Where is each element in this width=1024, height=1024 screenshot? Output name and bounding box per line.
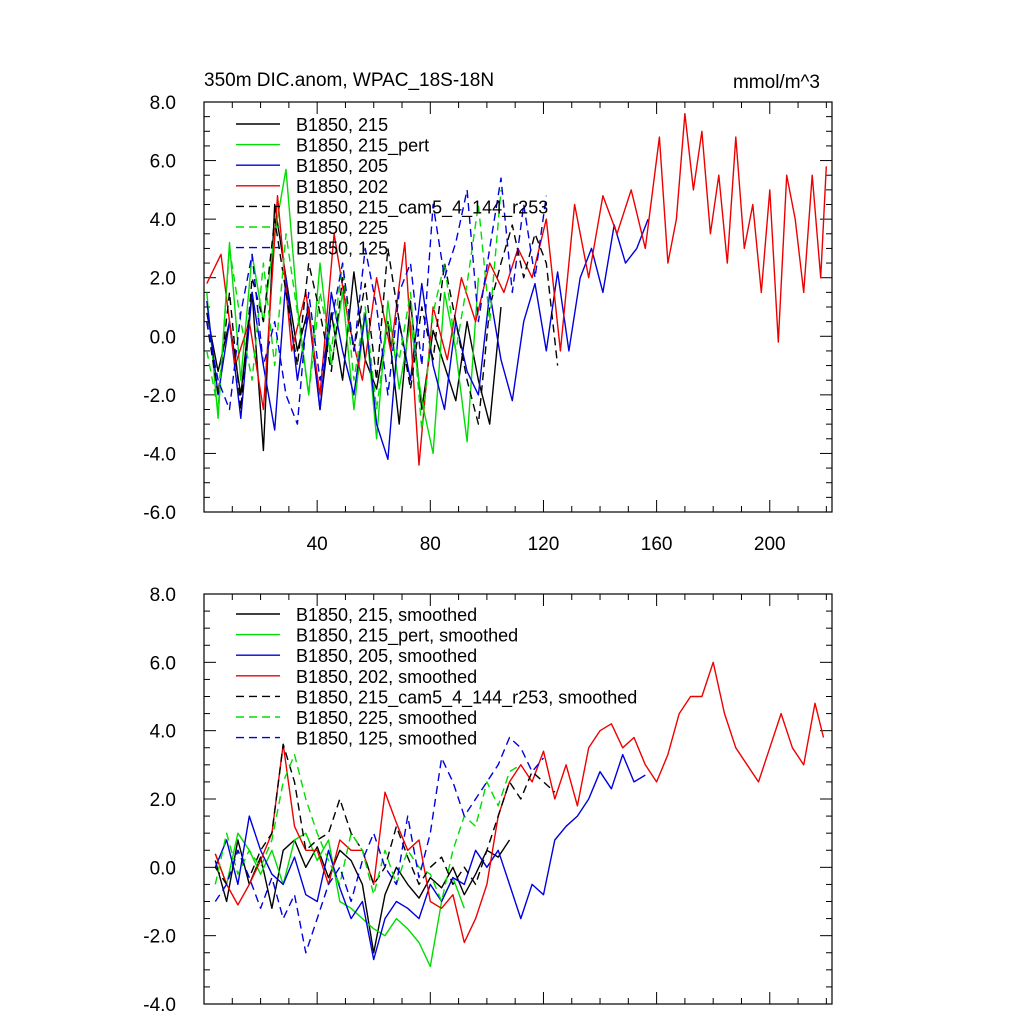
y-tick-label: 0.0 bbox=[150, 858, 176, 879]
y-tick-label: -2.0 bbox=[143, 927, 176, 948]
bottom-series-lines bbox=[214, 661, 825, 968]
bottom-panel: -4.0 -2.0 0.0 2.0 4.0 6.0 8.0 B1850, 215, smoo… bbox=[143, 585, 833, 1016]
series-line-5 bbox=[214, 753, 522, 903]
series-line-4 bbox=[214, 743, 556, 886]
y-tick-label: 8.0 bbox=[150, 585, 176, 606]
y-tick-label: 4.0 bbox=[150, 210, 176, 231]
legend-label: B1850, 215_pert bbox=[296, 136, 429, 157]
series-line-3 bbox=[206, 112, 827, 466]
series-line-5 bbox=[206, 189, 502, 431]
legend-label: B1850, 215_cam5_4_144_r253 bbox=[296, 197, 548, 218]
x-tick-label: 80 bbox=[420, 534, 441, 555]
top-panel: 350m DIC.anom, WPAC_18S-18N mmol/m^3 -6.… bbox=[143, 70, 833, 555]
y-tick-label: 4.0 bbox=[150, 722, 176, 743]
series-line-3 bbox=[214, 661, 825, 944]
y-tick-label: 6.0 bbox=[150, 152, 176, 173]
x-tick-label: 200 bbox=[754, 534, 786, 555]
legend-label: B1850, 205 bbox=[296, 156, 388, 176]
legend-label: B1850, 215, smoothed bbox=[296, 605, 477, 625]
y-tick-label: -4.0 bbox=[143, 444, 176, 465]
series-line-0 bbox=[214, 839, 511, 954]
y-tick-label: -4.0 bbox=[143, 995, 176, 1016]
legend-label: B1850, 215_pert, smoothed bbox=[296, 626, 518, 647]
series-line-6 bbox=[214, 736, 545, 954]
y-tick-label: -2.0 bbox=[143, 386, 176, 407]
x-tick-label: 120 bbox=[528, 534, 560, 555]
x-tick-label: 40 bbox=[307, 534, 328, 555]
legend-label: B1850, 215_cam5_4_144_r253, smoothed bbox=[296, 687, 637, 708]
top-series-lines bbox=[206, 112, 827, 466]
legend-label: B1850, 202 bbox=[296, 177, 388, 197]
legend-label: B1850, 225 bbox=[296, 218, 388, 238]
y-tick-label: 8.0 bbox=[150, 93, 176, 114]
series-line-2 bbox=[206, 218, 649, 460]
y-tick-label: 2.0 bbox=[150, 269, 176, 290]
x-tick-label: 160 bbox=[641, 534, 673, 555]
legend-label: B1850, 125, smoothed bbox=[296, 729, 477, 749]
legend-label: B1850, 125 bbox=[296, 239, 388, 259]
chart-title: 350m DIC.anom, WPAC_18S-18N bbox=[204, 70, 494, 91]
units-label: mmol/m^3 bbox=[733, 72, 820, 93]
top-axes bbox=[203, 101, 833, 513]
series-line-1 bbox=[214, 832, 465, 968]
top-tick-labels: -6.0 -4.0 -2.0 0.0 2.0 4.0 6.0 8.0 40 80 120 160 200 bbox=[143, 93, 785, 555]
y-tick-label: 6.0 bbox=[150, 653, 176, 674]
legend-label: B1850, 225, smoothed bbox=[296, 708, 477, 728]
series-line-4 bbox=[206, 218, 559, 425]
bottom-tick-labels: -4.0 -2.0 0.0 2.0 4.0 6.0 8.0 bbox=[143, 585, 176, 1016]
y-tick-label: 0.0 bbox=[150, 327, 176, 348]
legend-label: B1850, 205, smoothed bbox=[296, 646, 477, 666]
y-tick-label: 2.0 bbox=[150, 790, 176, 811]
bottom-axes bbox=[203, 593, 833, 1005]
series-line-2 bbox=[214, 753, 646, 961]
legend-label: B1850, 215 bbox=[296, 115, 388, 135]
legend-label: B1850, 202, smoothed bbox=[296, 667, 477, 687]
y-tick-label: -6.0 bbox=[143, 503, 176, 524]
